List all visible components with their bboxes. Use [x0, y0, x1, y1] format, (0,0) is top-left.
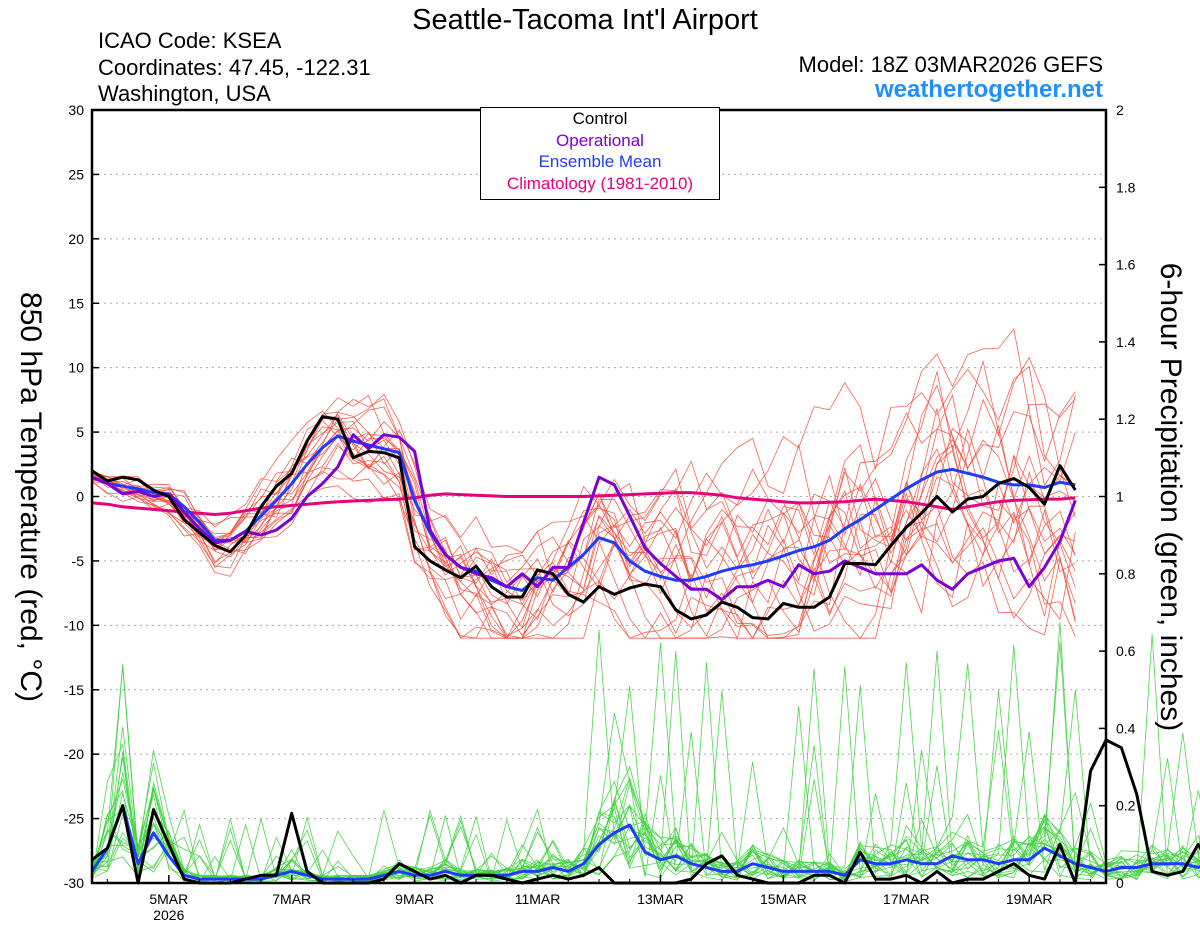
ensemble-temp-member	[91, 406, 1076, 637]
y-tick-label: 10	[68, 360, 84, 376]
y2-tick-label: 1.2	[1116, 411, 1136, 427]
mean-temp-line	[91, 434, 1076, 592]
model-run: Model: 18Z 03MAR2026 GEFS	[798, 52, 1103, 77]
site-link[interactable]: weathertogether.net	[874, 76, 1103, 103]
y-tick-label: -5	[72, 553, 85, 569]
chart-title: Seattle-Tacoma Int'l Airport	[412, 4, 758, 36]
x-tick-label: 19MAR	[1006, 891, 1053, 907]
y-tick-label: 30	[68, 102, 84, 118]
ensemble-temp-member	[91, 384, 1076, 597]
ensemble-temp-member	[91, 432, 1076, 621]
ensemble-temp-member	[91, 393, 1076, 639]
coordinates: Coordinates: 47.45, -122.31	[98, 55, 371, 80]
legend-ensemble-mean: Ensemble Mean	[538, 152, 662, 171]
ensemble-precip-member	[91, 663, 1200, 882]
icao-code: ICAO Code: KSEA	[98, 28, 282, 53]
control-precip-line	[91, 738, 1200, 885]
ensemble-temp-member	[91, 411, 1076, 639]
x-tick-label: 11MAR	[515, 891, 561, 907]
ensemble-precip-member	[91, 662, 1200, 883]
axis-ticks: -30 -25 -20 -15 -10 -5 0 5 10 15 20 25 30 0 0.2 0.4 0.6 0…	[64, 102, 1136, 923]
y-tick-label: -15	[64, 682, 84, 698]
y2-tick-label: 0.4	[1116, 720, 1136, 736]
y-tick-label: -25	[64, 811, 84, 827]
y2-tick-label: 2	[1116, 102, 1124, 118]
x-tick-year: 2026	[153, 907, 184, 923]
x-tick-label: 9MAR	[395, 891, 434, 907]
y-tick-label: 5	[76, 424, 84, 440]
legend-operational: Operational	[556, 130, 644, 150]
legend-climatology: Climatology (1981-2010)	[506, 173, 694, 193]
y2-tick-label: 1.8	[1116, 179, 1136, 195]
ensemble-temp-member	[91, 359, 1076, 600]
x-tick-label: 13MAR	[637, 891, 684, 907]
legend: Control Operational Ensemble Mean Climat…	[480, 107, 720, 200]
y-tick-label: 0	[76, 489, 84, 505]
ensemble-temp-member	[91, 420, 1076, 639]
ensemble-precip-member	[91, 622, 1200, 883]
y2-tick-label: 1.4	[1116, 334, 1136, 350]
y2-tick-label: 1.6	[1116, 257, 1136, 273]
x-tick-label: 5MAR	[149, 891, 188, 907]
ensemble-temperature-members	[91, 328, 1076, 640]
y2-tick-label: 0.6	[1116, 643, 1136, 659]
y2-tick-label: 0	[1116, 875, 1124, 891]
operational-temp-line	[91, 433, 1077, 602]
main-series	[90, 415, 1200, 885]
y-axis-left-label: 850 hPa Temperature (red, °C)	[14, 292, 47, 702]
y-tick-label: 25	[68, 166, 84, 182]
legend-control: Control	[572, 109, 628, 128]
region: Washington, USA	[98, 81, 271, 106]
y2-tick-label: 0.8	[1116, 566, 1136, 582]
y-tick-label: 15	[68, 295, 84, 311]
x-tick-label: 7MAR	[272, 891, 311, 907]
ensemble-temp-member	[91, 434, 1076, 639]
y-tick-label: -20	[64, 746, 84, 762]
ensemble-precip-members	[91, 622, 1200, 883]
climatology-temp-line	[91, 491, 1076, 516]
y-axis-right-label: 6-hour Precipitation (green, inches)	[1154, 262, 1187, 732]
y2-tick-label: 1	[1116, 489, 1124, 505]
ensemble-precip-member	[91, 634, 1200, 883]
x-tick-label: 15MAR	[760, 891, 807, 907]
control-temp-line	[91, 415, 1077, 621]
y-tick-label: -10	[64, 617, 84, 633]
x-tick-label: 17MAR	[883, 891, 930, 907]
ensemble-temp-member	[91, 365, 1076, 639]
y-tick-label: 20	[68, 231, 84, 247]
mean-precip-line	[90, 804, 1200, 881]
y2-tick-label: 0.2	[1116, 798, 1136, 814]
y-tick-label: -30	[64, 875, 84, 891]
